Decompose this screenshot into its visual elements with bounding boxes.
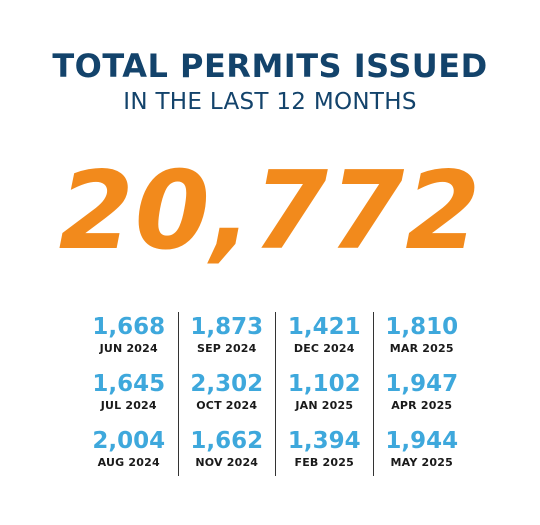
month-label: SEP 2024	[196, 342, 257, 355]
month-label: NOV 2024	[195, 456, 259, 469]
month-label: DEC 2024	[293, 342, 355, 355]
month-label: FEB 2025	[294, 456, 354, 469]
month-label: JUN 2024	[99, 342, 158, 355]
month-value: 2,004	[92, 428, 166, 454]
month-value: 1,394	[287, 428, 361, 454]
month-cell: 1,645 JUL 2024	[92, 369, 165, 419]
month-cell: 1,394 FEB 2025	[288, 426, 361, 476]
month-column: 1,668 JUN 2024 1,645 JUL 2024 2,004 AUG …	[80, 312, 178, 476]
month-column: 1,421 DEC 2024 1,102 JAN 2025 1,394 FEB …	[275, 312, 373, 476]
month-value: 1,102	[287, 371, 361, 397]
month-cell: 1,947 APR 2025	[385, 369, 458, 419]
month-label: JAN 2025	[295, 399, 354, 412]
page-subtitle: IN THE LAST 12 MONTHS	[123, 89, 417, 115]
month-label: OCT 2024	[196, 399, 258, 412]
month-value: 1,944	[385, 428, 459, 454]
month-value: 1,662	[190, 428, 264, 454]
month-value: 2,302	[190, 371, 264, 397]
page-title: TOTAL PERMITS ISSUED	[52, 47, 488, 85]
month-cell: 1,421 DEC 2024	[288, 312, 361, 362]
month-cell: 1,668 JUN 2024	[92, 312, 165, 362]
month-value: 1,947	[385, 371, 459, 397]
month-cell: 1,810 MAR 2025	[385, 312, 458, 362]
month-cell: 1,944 MAY 2025	[385, 426, 458, 476]
month-column: 1,873 SEP 2024 2,302 OCT 2024 1,662 NOV …	[177, 312, 276, 476]
month-cell: 1,662 NOV 2024	[190, 426, 263, 476]
month-column: 1,810 MAR 2025 1,947 APR 2025 1,944 MAY …	[372, 312, 471, 476]
total-permits-value: 20,772	[58, 149, 482, 274]
month-value: 1,873	[190, 314, 264, 340]
month-label: JUL 2024	[100, 399, 157, 412]
month-label: APR 2025	[391, 399, 453, 412]
month-value: 1,668	[92, 314, 166, 340]
month-value: 1,421	[287, 314, 361, 340]
month-cell: 1,873 SEP 2024	[190, 312, 263, 362]
month-label: MAY 2025	[390, 456, 453, 469]
month-label: MAR 2025	[389, 342, 454, 355]
monthly-permits-grid: 1,668 JUN 2024 1,645 JUL 2024 2,004 AUG …	[80, 312, 470, 476]
month-value: 1,645	[92, 371, 166, 397]
month-cell: 1,102 JAN 2025	[288, 369, 361, 419]
month-cell: 2,004 AUG 2024	[92, 426, 165, 476]
month-label: AUG 2024	[97, 456, 160, 469]
month-cell: 2,302 OCT 2024	[190, 369, 263, 419]
month-value: 1,810	[385, 314, 459, 340]
